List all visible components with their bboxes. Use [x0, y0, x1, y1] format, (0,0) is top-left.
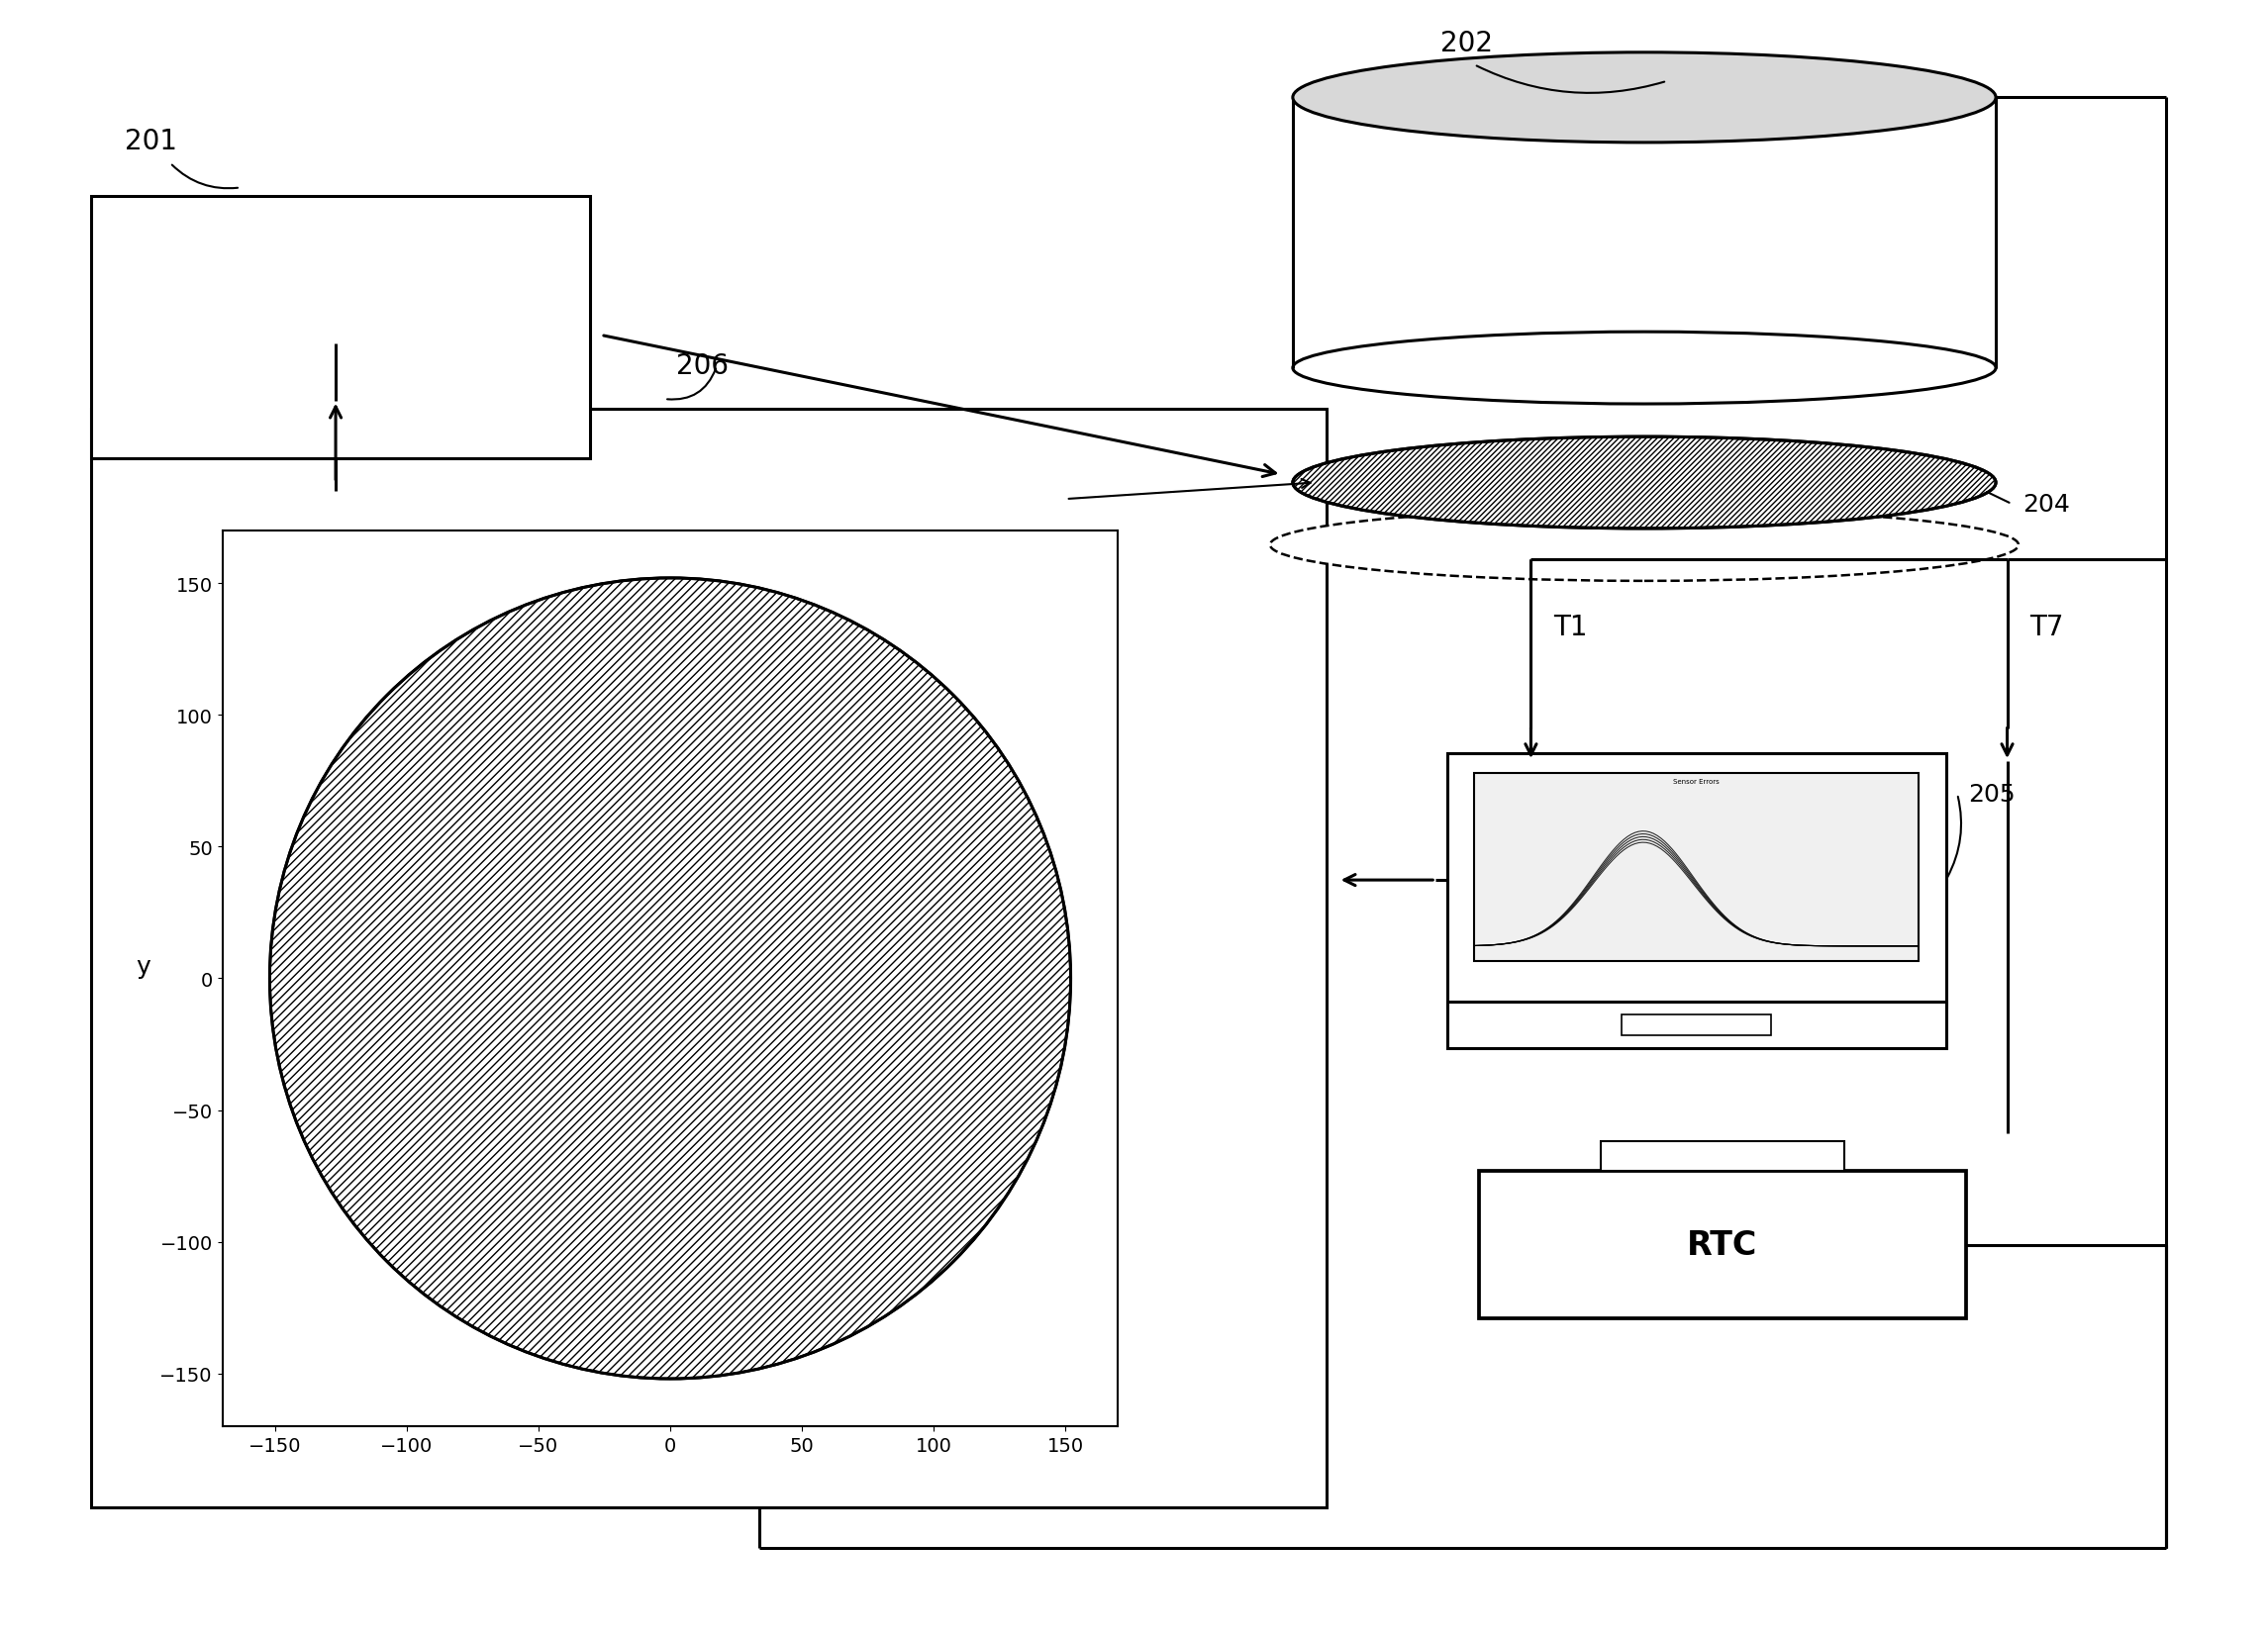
Bar	[1447, 753, 1946, 1007]
Bar	[91, 197, 590, 459]
Bar	[1447, 1002, 1946, 1048]
Ellipse shape	[1293, 333, 1996, 405]
Y-axis label: y: y	[136, 955, 150, 980]
Text: T7: T7	[2030, 614, 2064, 640]
Circle shape	[243, 552, 1098, 1405]
Bar	[1474, 773, 1919, 962]
Ellipse shape	[1293, 437, 1996, 529]
Ellipse shape	[1293, 54, 1996, 144]
Bar	[1479, 1171, 1966, 1319]
Text: RTC: RTC	[1687, 1228, 1758, 1261]
Text: 206: 206	[676, 352, 728, 380]
Text: T1: T1	[1554, 614, 1588, 640]
Text: 205: 205	[1969, 783, 2016, 806]
Text: Sensor Errors: Sensor Errors	[1674, 778, 1719, 785]
Text: 203: 203	[1009, 488, 1057, 511]
Bar	[1622, 1016, 1771, 1035]
Ellipse shape	[1270, 509, 2019, 581]
Text: 202: 202	[1440, 29, 1492, 57]
Text: 204: 204	[2023, 493, 2071, 516]
Bar	[91, 410, 1327, 1507]
Text: 201: 201	[125, 128, 177, 156]
Bar	[1601, 1142, 1844, 1171]
